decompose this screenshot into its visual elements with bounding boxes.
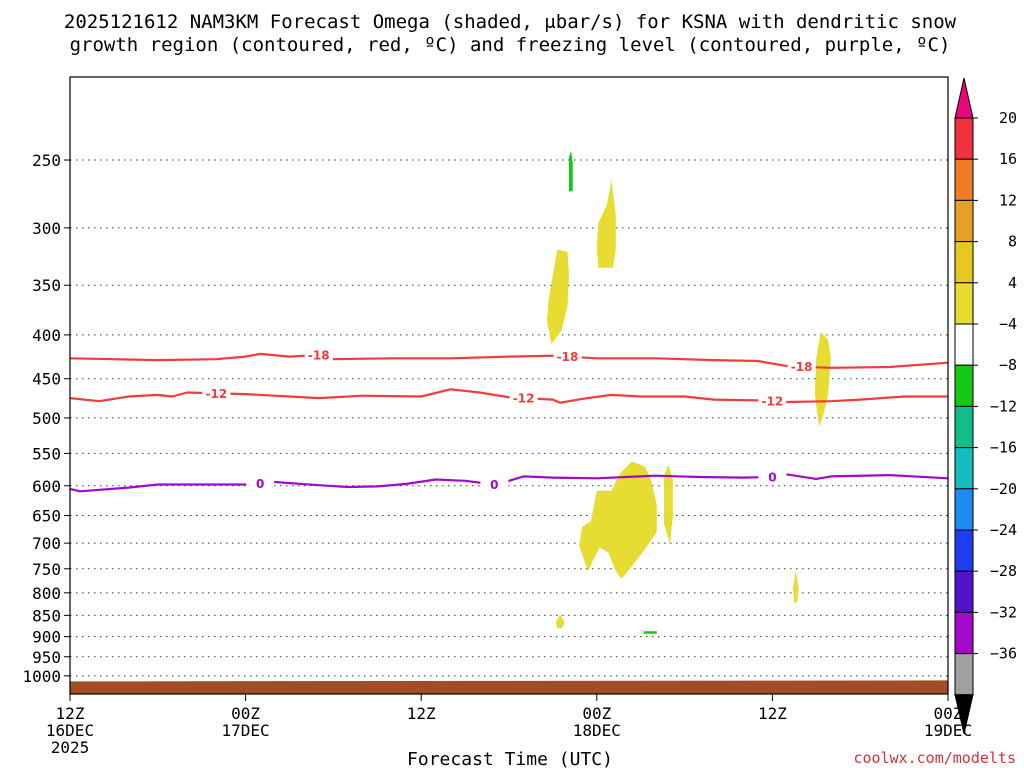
pressure-gridlines (70, 159, 948, 677)
y-tick-label-800: 800 (32, 584, 61, 603)
contour-label-2-3: -12 (762, 395, 784, 409)
colorbar-label-6: −4 (999, 315, 1017, 333)
contour-line-1 (69, 352, 949, 369)
contour-label-2-1: -12 (205, 387, 227, 401)
chart-title-line-1: 2025121612 NAM3KM Forecast Omega (shaded… (64, 11, 957, 33)
colorbar-label-3: 12 (999, 191, 1017, 209)
contour-label-bg-2-1 (202, 385, 231, 402)
colorbar-label-4: 8 (1008, 233, 1017, 251)
x-tick-label-2-1: 12Z (407, 704, 436, 723)
credit-text: coolwx.com/modelts (853, 749, 1016, 767)
colorbar-label-10: −20 (990, 480, 1017, 498)
y-tick-label-900: 900 (32, 628, 61, 647)
y-axis-ticks: 250 300 350 400 450 500 550 600 650 700 750 800 850 9… (22, 151, 70, 686)
colorbar-swatch-5 (954, 282, 974, 325)
omega-shading (547, 151, 831, 634)
omega-region-4 (664, 464, 673, 545)
colorbar-top-arrow (954, 77, 974, 119)
colorbar-label-9: −16 (990, 439, 1017, 457)
colorbar-label-5: 4 (1008, 274, 1017, 292)
colorbar-swatch-2 (954, 158, 974, 201)
omega-region-8 (569, 151, 573, 192)
y-tick-label-600: 600 (32, 477, 61, 496)
y-tick-label-1000: 1000 (22, 667, 61, 686)
colorbar-swatch-4 (954, 241, 974, 284)
colorbar-swatch-3 (954, 199, 974, 243)
x-tick-label-0-3: 2025 (51, 738, 90, 757)
x-tick-label-5-1: 00Z (934, 704, 963, 723)
contour-label-1-1: -18 (308, 348, 330, 362)
contour-label-3-1: 0 (256, 477, 264, 491)
colorbar-swatch-1 (954, 117, 974, 160)
y-tick-label-550: 550 (32, 444, 61, 463)
contour-label-bg-3-1 (246, 475, 275, 492)
colorbar-swatch-14 (954, 653, 974, 696)
chart-title-line-2: growth region (contoured, red, ºC) and f… (70, 34, 951, 56)
temperature-contours: -18 -18 -18 -12 -12 -12 0 0 0 (69, 346, 949, 493)
terrain-band (70, 680, 948, 694)
colorbar-label-2: 16 (999, 150, 1017, 168)
omega-region-6 (814, 332, 831, 427)
y-tick-label-300: 300 (32, 219, 61, 238)
contour-label-bg-2-3 (758, 393, 787, 410)
contour-label-bg-3-2 (480, 476, 509, 493)
y-tick-label-450: 450 (32, 370, 61, 389)
colorbar-label-14: −36 (990, 645, 1017, 663)
y-tick-label-500: 500 (32, 409, 61, 428)
x-tick-label-0-2: 16DEC (46, 721, 94, 740)
omega-region-2 (596, 180, 616, 268)
colorbar-bottom-arrow (954, 694, 974, 734)
colorbar-label-1: 20 (999, 109, 1017, 127)
colorbar-swatch-10 (954, 488, 974, 531)
colorbar-label-13: −32 (990, 603, 1017, 621)
y-tick-label-350: 350 (32, 276, 61, 295)
x-tick-label-1-1: 00Z (231, 704, 260, 723)
y-tick-label-750: 750 (32, 560, 61, 579)
y-tick-label-950: 950 (32, 648, 61, 667)
plot-frame (69, 76, 949, 695)
y-tick-label-650: 650 (32, 507, 61, 526)
x-tick-label-4-1: 12Z (758, 704, 787, 723)
omega-region-9 (643, 631, 657, 634)
y-tick-label-850: 850 (32, 606, 61, 625)
omega-region-5 (792, 570, 799, 604)
contour-label-bg-2-2 (509, 390, 538, 407)
colorbar-swatch-9 (954, 447, 974, 490)
x-tick-label-1-2: 17DEC (222, 721, 270, 740)
contour-label-bg-3-3 (758, 468, 787, 485)
y-tick-label-700: 700 (32, 534, 61, 553)
contour-label-bg-1-2 (553, 348, 582, 365)
y-tick-label-250: 250 (32, 151, 61, 170)
y-tick-label-400: 400 (32, 326, 61, 345)
x-tick-label-5-2: 19DEC (924, 721, 972, 740)
x-tick-label-3-2: 18DEC (573, 721, 621, 740)
omega-region-7 (555, 614, 565, 629)
colorbar-swatch-11 (954, 529, 974, 572)
colorbar-label-8: −12 (990, 397, 1017, 415)
colorbar-label-7: −8 (999, 356, 1017, 374)
contour-label-1-3: -18 (791, 360, 813, 374)
contour-label-bg-1-1 (304, 346, 333, 363)
omega-region-1 (547, 249, 569, 345)
colorbar-swatch-8 (954, 405, 974, 449)
x-tick-label-3-1: 00Z (582, 704, 611, 723)
contour-label-3-2: 0 (490, 478, 498, 492)
x-tick-label-0-1: 12Z (56, 704, 85, 723)
colorbar-label-12: −28 (990, 562, 1017, 580)
contour-label-3-3: 0 (768, 470, 776, 484)
terrain-layer (70, 680, 948, 694)
x-axis-label: Forecast Time (UTC) (407, 749, 613, 768)
contour-label-2-2: -12 (513, 392, 535, 406)
colorbar-swatch-13 (954, 611, 974, 655)
colorbar-swatch-7 (954, 364, 974, 407)
contour-label-bg-1-3 (787, 358, 816, 375)
contour-label-1-2: -18 (557, 350, 579, 364)
colorbar-swatch-12 (954, 570, 974, 613)
omega-colorbar: 20 16 12 8 4 −4 −8 −12 −16 −20 −24 −28 −32 −36 (954, 77, 1017, 734)
omega-region-3 (579, 461, 657, 579)
colorbar-label-11: −24 (990, 521, 1017, 539)
colorbar-swatch-6 (954, 323, 974, 366)
